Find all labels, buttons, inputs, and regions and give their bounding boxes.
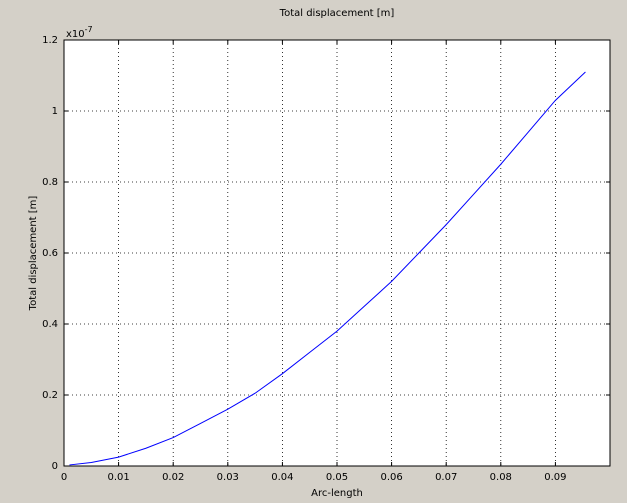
y-tick-label: 0.2 bbox=[42, 390, 58, 401]
chart-title: Total displacement [m] bbox=[279, 8, 395, 19]
data-line bbox=[69, 71, 586, 466]
x-tick-label: 0.09 bbox=[544, 472, 566, 483]
y-multiplier: x10-7 bbox=[66, 25, 93, 41]
x-tick-label: 0 bbox=[61, 472, 67, 483]
y-tick-label: 0.8 bbox=[42, 177, 58, 188]
y-tick-label: 0.6 bbox=[42, 248, 58, 259]
y-axis-label: Total displacement [m] bbox=[28, 196, 39, 312]
x-tick-label: 0.02 bbox=[162, 472, 184, 483]
x-tick-label: 0.04 bbox=[271, 472, 293, 483]
x-axis-label: Arc-length bbox=[311, 488, 363, 499]
x-tick-label: 0.06 bbox=[380, 472, 402, 483]
y-tick-label: 1 bbox=[52, 106, 58, 117]
y-multiplier-exponent: -7 bbox=[85, 25, 93, 34]
x-tick-label: 0.03 bbox=[217, 472, 239, 483]
y-tick-label: 0.4 bbox=[42, 319, 58, 330]
x-tick-label: 0.08 bbox=[490, 472, 512, 483]
x-tick-label: 0.07 bbox=[435, 472, 457, 483]
x-tick-label: 0.05 bbox=[326, 472, 348, 483]
y-tick-label: 0 bbox=[52, 461, 58, 472]
y-multiplier-base: x10 bbox=[66, 29, 85, 40]
x-tick-label: 0.01 bbox=[107, 472, 129, 483]
axes-box bbox=[63, 39, 611, 467]
y-tick-label: 1.2 bbox=[42, 35, 58, 46]
